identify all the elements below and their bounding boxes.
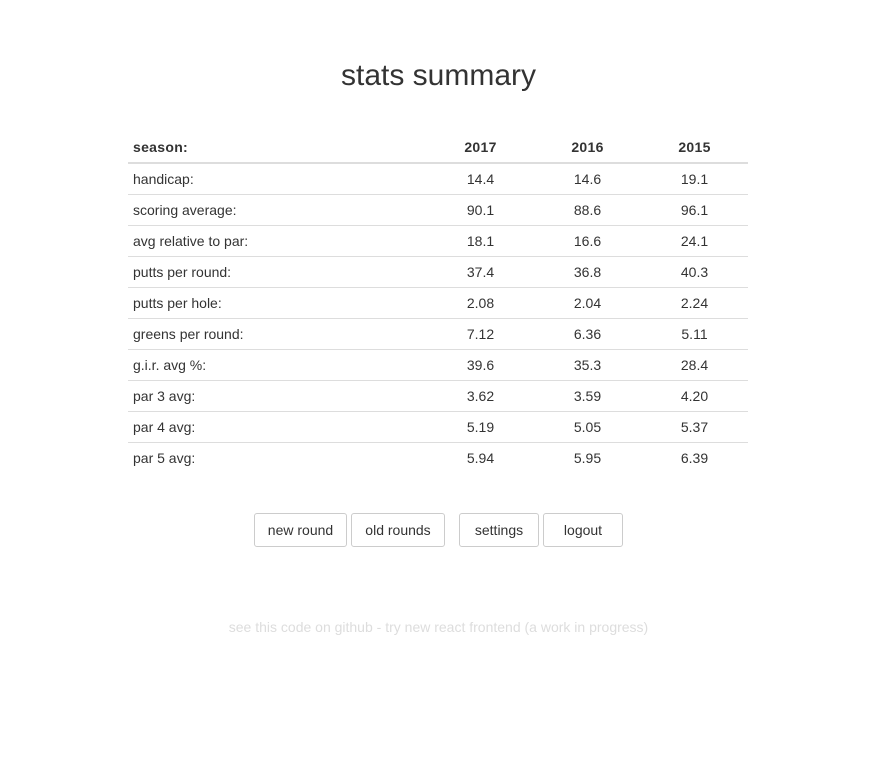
table-row: greens per round: 7.12 6.36 5.11 [128,318,748,350]
row-value-2015: 4.20 [641,380,748,412]
row-value-2017: 3.62 [427,380,534,412]
react-frontend-link[interactable]: try new react frontend (a work in progre… [385,619,649,635]
row-value-2015: 5.37 [641,411,748,443]
row-value-2016: 5.95 [534,442,641,473]
row-value-2016: 16.6 [534,225,641,257]
row-value-2017: 5.94 [427,442,534,473]
row-label: par 5 avg: [128,442,427,473]
row-value-2016: 35.3 [534,349,641,381]
row-value-2017: 37.4 [427,256,534,288]
table-row: scoring average: 90.1 88.6 96.1 [128,194,748,226]
table-header-row: season: 2017 2016 2015 [128,131,748,164]
row-label: par 4 avg: [128,411,427,443]
row-value-2015: 40.3 [641,256,748,288]
stats-table: season: 2017 2016 2015 handicap: 14.4 14… [128,131,748,473]
table-row: par 3 avg: 3.62 3.59 4.20 [128,380,748,412]
row-label: g.i.r. avg %: [128,349,427,381]
row-label: handicap: [133,171,194,187]
logout-button[interactable]: logout [543,513,623,547]
year-header-2015: 2015 [641,131,748,164]
page-title: stats summary [340,59,537,92]
settings-button[interactable]: settings [459,513,539,547]
table-row: handicap: 14.4 14.6 19.1 [128,163,748,195]
row-value-2016: 2.04 [534,287,641,319]
row-label: greens per round: [128,318,427,350]
row-label: putts per hole: [128,287,427,319]
row-value-2017: 7.12 [427,318,534,350]
row-value-2017: 18.1 [427,225,534,257]
season-header: season: [128,131,427,164]
row-label: putts per round: [128,256,427,288]
row-value-2015: 19.1 [680,171,709,187]
row-label: par 3 avg: [128,380,427,412]
row-value-2017: 2.08 [427,287,534,319]
stats-table-body: handicap: 14.4 14.6 19.1 scoring average… [128,163,748,473]
row-value-2016: 5.05 [534,411,641,443]
github-link[interactable]: see this code on github [228,619,373,635]
year-header-2017: 2017 [427,131,534,164]
row-value-2017: 39.6 [427,349,534,381]
table-row: par 4 avg: 5.19 5.05 5.37 [128,411,748,443]
row-value-2015: 5.11 [641,318,748,350]
table-row: putts per hole: 2.08 2.04 2.24 [128,287,748,319]
new-round-button[interactable]: new round [254,513,347,547]
table-row: putts per round: 37.4 36.8 40.3 [128,256,748,288]
table-row: par 5 avg: 5.94 5.95 6.39 [128,442,748,473]
row-value-2016: 88.6 [534,194,641,226]
row-value-2017: 14.4 [466,171,495,187]
row-value-2015: 24.1 [641,225,748,257]
year-header-2016: 2016 [534,131,641,164]
row-value-2015: 28.4 [641,349,748,381]
old-rounds-button[interactable]: old rounds [351,513,445,547]
row-value-2017: 90.1 [427,194,534,226]
footer-separator: - [372,619,386,635]
row-value-2015: 96.1 [641,194,748,226]
row-value-2015: 6.39 [641,442,748,473]
row-value-2016: 14.6 [573,171,602,187]
table-row: g.i.r. avg %: 39.6 35.3 28.4 [128,349,748,381]
row-value-2017: 5.19 [427,411,534,443]
row-label: avg relative to par: [128,225,427,257]
row-value-2016: 6.36 [534,318,641,350]
row-value-2015: 2.24 [641,287,748,319]
row-value-2016: 3.59 [534,380,641,412]
row-value-2016: 36.8 [534,256,641,288]
table-row: avg relative to par: 18.1 16.6 24.1 [128,225,748,257]
footer: see this code on github - try new react … [0,619,877,635]
row-label: scoring average: [128,194,427,226]
